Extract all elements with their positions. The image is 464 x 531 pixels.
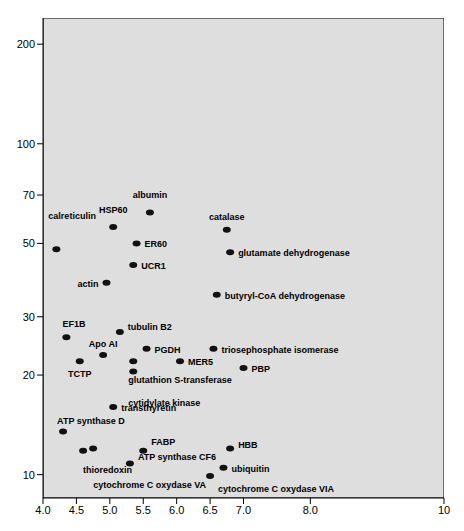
svg-text:EF1B: EF1B	[62, 319, 86, 329]
svg-text:ATP synthase D: ATP synthase D	[57, 416, 125, 426]
svg-text:6.5: 6.5	[202, 504, 217, 516]
svg-text:30: 30	[23, 311, 35, 323]
svg-text:10: 10	[438, 504, 450, 516]
svg-text:actin: actin	[77, 279, 98, 289]
svg-text:5.0: 5.0	[102, 504, 117, 516]
svg-text:4.0: 4.0	[35, 504, 50, 516]
svg-text:20: 20	[23, 369, 35, 381]
svg-text:glutathion S-transferase: glutathion S-transferase	[128, 375, 232, 385]
svg-text:7.0: 7.0	[236, 504, 251, 516]
svg-text:transthyretin: transthyretin	[121, 403, 176, 413]
svg-text:100: 100	[17, 138, 35, 150]
svg-text:MER5: MER5	[188, 357, 213, 367]
svg-text:4.5: 4.5	[69, 504, 84, 516]
svg-text:FABP: FABP	[151, 437, 175, 447]
svg-text:8.0: 8.0	[303, 504, 318, 516]
svg-text:50: 50	[23, 237, 35, 249]
svg-text:tubulin B2: tubulin B2	[128, 322, 172, 332]
svg-text:albumin: albumin	[133, 190, 168, 200]
svg-text:calreticulin: calreticulin	[48, 211, 96, 221]
svg-text:PBP: PBP	[252, 364, 271, 374]
svg-text:ER60: ER60	[145, 239, 168, 249]
svg-text:ubiquitin: ubiquitin	[231, 464, 269, 474]
svg-text:catalase: catalase	[209, 212, 245, 222]
svg-text:200: 200	[17, 38, 35, 50]
svg-text:HSP60: HSP60	[99, 205, 128, 215]
svg-text:cytochrome C oxydase VA: cytochrome C oxydase VA	[93, 480, 206, 490]
svg-text:10: 10	[23, 469, 35, 481]
svg-text:ATP synthase CF6: ATP synthase CF6	[138, 452, 216, 462]
svg-text:6.0: 6.0	[169, 504, 184, 516]
svg-text:thioredoxin: thioredoxin	[83, 465, 132, 475]
svg-text:glutamate dehydrogenase: glutamate dehydrogenase	[238, 248, 350, 258]
svg-text:5.5: 5.5	[136, 504, 151, 516]
svg-text:cytochrome C oxydase VIA: cytochrome C oxydase VIA	[218, 484, 335, 494]
svg-text:70: 70	[23, 189, 35, 201]
svg-text:HBB: HBB	[238, 440, 258, 450]
svg-text:Apo AI: Apo AI	[89, 339, 118, 349]
svg-text:triosephosphate isomerase: triosephosphate isomerase	[221, 345, 338, 355]
svg-text:PGDH: PGDH	[155, 345, 181, 355]
svg-text:butyryl-CoA dehydrogenase: butyryl-CoA dehydrogenase	[225, 291, 345, 301]
svg-text:UCR1: UCR1	[141, 261, 166, 271]
svg-text:TCTP: TCTP	[68, 369, 92, 379]
